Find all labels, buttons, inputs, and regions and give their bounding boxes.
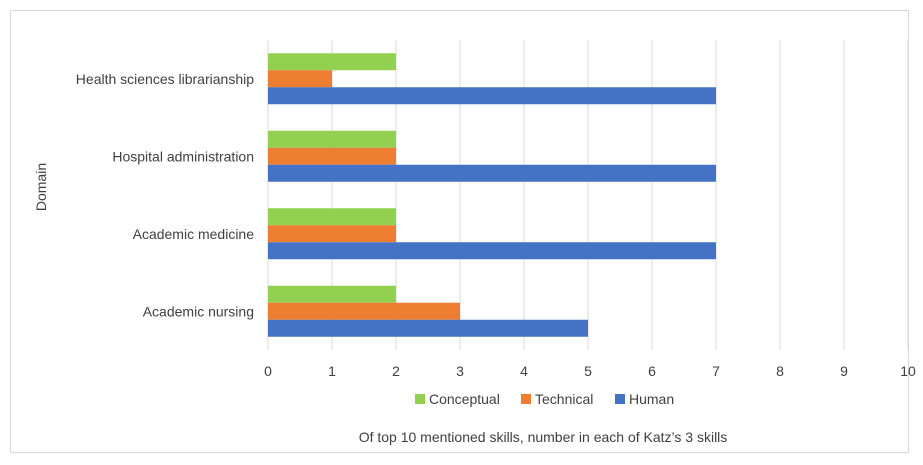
legend-swatch-conceptual [415,394,425,404]
bars [268,53,716,337]
category-label: Hospital administration [112,148,254,164]
y-axis-title: Domain [33,163,49,211]
bar-human-hospital-administration [268,164,716,182]
category-labels: Academic nursing Academic medicine Hospita… [76,71,254,320]
x-tick-label: 10 [900,363,916,379]
legend-swatch-technical [521,394,531,404]
category-label: Academic nursing [143,303,254,319]
bar-conceptual-health-sciences-librarianship [268,53,396,71]
x-tick-label: 2 [392,363,400,379]
legend-label-human: Human [629,391,674,407]
x-tick-label: 6 [648,363,656,379]
x-tick-label: 9 [840,363,848,379]
legend-swatch-human [615,394,625,404]
legend: Conceptual Technical Human [415,391,674,407]
x-tick-label: 0 [264,363,272,379]
x-tick-label: 8 [776,363,784,379]
bar-conceptual-hospital-administration [268,130,396,148]
bar-human-academic-medicine [268,242,716,260]
bar-technical-academic-medicine [268,225,396,243]
bar-human-academic-nursing [268,319,588,337]
category-label: Health sciences librarianship [76,71,254,87]
x-axis-title: Of top 10 mentioned skills, number in ea… [359,429,728,445]
bar-conceptual-academic-medicine [268,208,396,226]
x-tick-label: 1 [328,363,336,379]
x-tick-label: 5 [584,363,592,379]
bar-technical-academic-nursing [268,302,460,320]
bar-conceptual-academic-nursing [268,285,396,303]
legend-label-conceptual: Conceptual [429,391,500,407]
x-tick-label: 3 [456,363,464,379]
category-label: Academic medicine [133,226,255,242]
bar-technical-hospital-administration [268,147,396,165]
x-tick-labels: 0 1 2 3 4 5 6 7 8 9 10 [264,363,916,379]
x-tick-label: 7 [712,363,720,379]
x-tick-label: 4 [520,363,528,379]
bar-technical-health-sciences-librarianship [268,70,332,88]
legend-label-technical: Technical [535,391,593,407]
bar-human-health-sciences-librarianship [268,87,716,105]
